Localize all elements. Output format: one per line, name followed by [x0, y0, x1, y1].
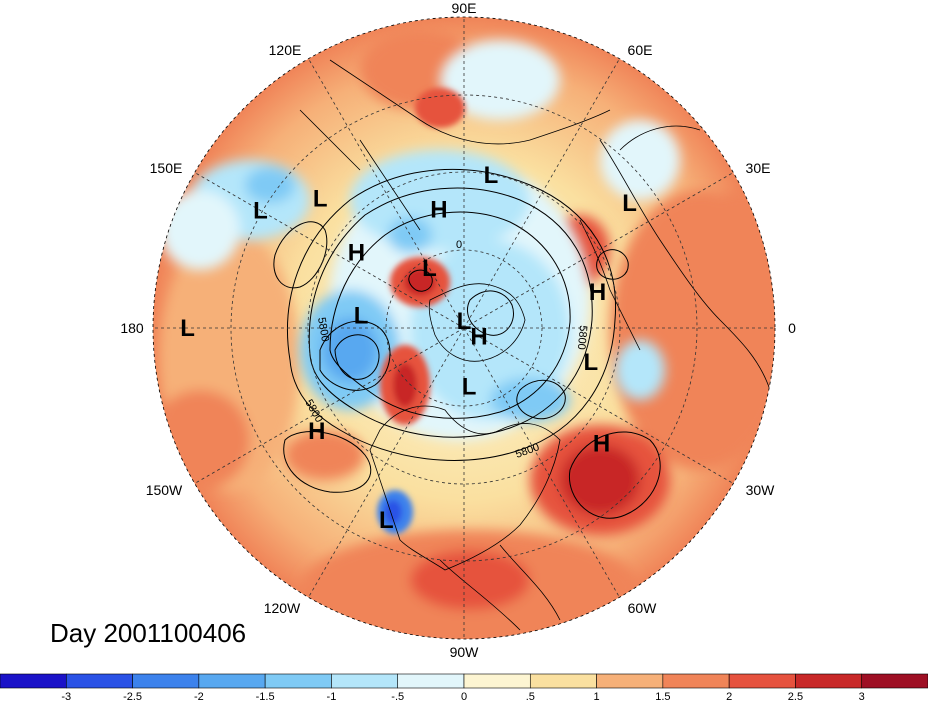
colorbar-tick-label: .5	[526, 691, 535, 702]
low-center-label: L	[253, 198, 268, 225]
low-center-label: L	[422, 255, 437, 282]
lon-label-180: 180	[120, 320, 144, 336]
colorbar-swatch	[861, 673, 928, 689]
lon-label-60w: 60W	[628, 600, 658, 616]
lon-label-90e: 90E	[452, 0, 477, 16]
colorbar-tick-label: -2.5	[123, 691, 142, 702]
colorbar-tick-label: 2.5	[788, 691, 803, 702]
low-center-label: L	[180, 315, 195, 342]
colorbar-swatch	[65, 673, 133, 689]
colorbar-tick-label: 3	[859, 691, 865, 702]
lon-label-30w: 30W	[746, 482, 776, 498]
colorbar: -3 -2.5 -2 -1.5 -1 -.5 0 .5 1 1.5 2 2.5 3	[0, 673, 928, 702]
colorbar-tick-label: 2	[726, 691, 732, 702]
colorbar-tick-label: 0	[461, 691, 467, 702]
contour-label: 5800	[315, 316, 331, 342]
colorbar-swatch	[132, 673, 200, 689]
low-center-label: L	[457, 308, 472, 335]
meridian-line	[308, 58, 465, 329]
colorbar-swatch	[331, 673, 399, 689]
colorbar-swatch	[662, 673, 730, 689]
lon-label-90w: 90W	[450, 644, 480, 660]
low-center-label: L	[622, 190, 637, 217]
meridian-line	[463, 172, 734, 329]
colorbar-swatch	[397, 673, 465, 689]
low-center-label: L	[379, 507, 394, 534]
polar-map: 5800 5800 5800 5800 0 90E 60E 30E 0 30W …	[120, 0, 796, 660]
colorbar-tick-label: -2	[194, 691, 204, 702]
graticule	[153, 17, 775, 639]
lon-label-120w: 120W	[264, 600, 301, 616]
colorbar-tick-label: 1.5	[655, 691, 670, 702]
lon-label-60e: 60E	[628, 42, 653, 58]
high-center-label: H	[308, 418, 325, 445]
meridian-line	[463, 58, 620, 329]
low-center-label: L	[313, 186, 328, 213]
lon-label-30e: 30E	[746, 160, 771, 176]
height-contours	[273, 168, 661, 519]
high-center-label: H	[593, 431, 610, 458]
lon-label-120e: 120E	[269, 42, 302, 58]
date-title: Day 2001100406	[50, 618, 247, 648]
colorbar-tick-label: -.5	[391, 691, 404, 702]
colorbar-tick-label: -3	[61, 691, 71, 702]
colorbar-swatch	[795, 673, 863, 689]
colorbar-swatch	[529, 673, 597, 689]
colorbar-swatch	[0, 673, 67, 689]
high-center-label: H	[348, 240, 365, 267]
meridian-line	[463, 327, 620, 598]
meridian-line	[308, 327, 465, 598]
low-center-label: L	[462, 374, 477, 401]
colorbar-swatch	[596, 673, 664, 689]
colorbar-swatch	[463, 673, 531, 689]
meridian-line	[463, 327, 734, 484]
map-boundary	[152, 16, 776, 640]
low-center-label: L	[354, 302, 369, 329]
colorbar-swatch	[198, 673, 266, 689]
low-center-label: L	[484, 162, 499, 189]
contour-label: 5800	[575, 325, 589, 350]
high-center-label: H	[589, 279, 606, 306]
longitude-labels: 90E 60E 30E 0 30W 60W 90W 120W 150W 180 …	[120, 0, 796, 660]
high-center-label: H	[430, 197, 447, 224]
colorbar-swatch	[728, 673, 796, 689]
lon-label-150w: 150W	[146, 482, 183, 498]
colorbar-tick-label: -1	[327, 691, 337, 702]
colorbar-tick-label: -1.5	[256, 691, 275, 702]
lon-label-0: 0	[788, 320, 796, 336]
high-center-label: H	[470, 324, 487, 351]
meridian-line	[194, 172, 465, 329]
contour-label: 0	[456, 239, 462, 251]
low-center-label: L	[583, 349, 598, 376]
meridian-line	[194, 327, 465, 484]
lon-label-150e: 150E	[150, 160, 183, 176]
colorbar-tick-label: 1	[594, 691, 600, 702]
colorbar-swatch	[264, 673, 332, 689]
